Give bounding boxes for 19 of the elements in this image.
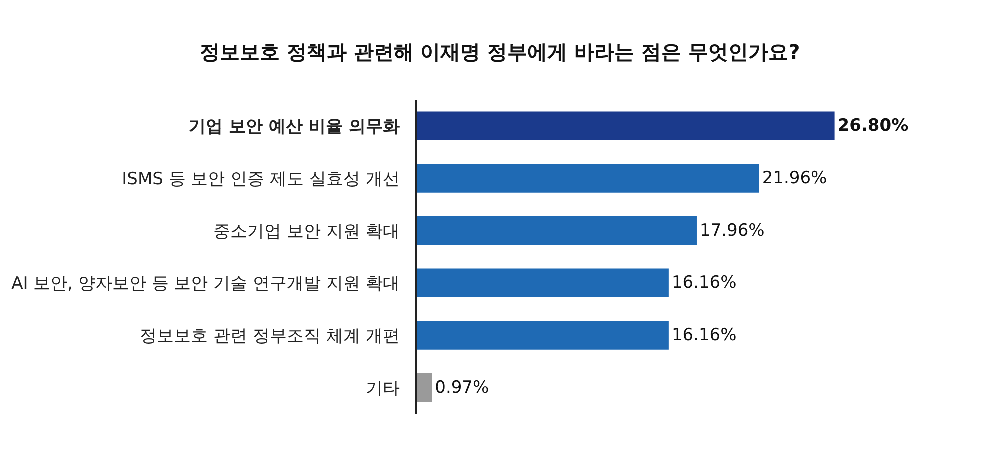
data-label: 21.96%: [762, 168, 828, 188]
bar: [417, 112, 835, 141]
y-tick-label: 중소기업 보안 지원 확대: [214, 222, 400, 242]
bar: [417, 164, 760, 193]
y-tick-label: 기업 보안 예산 비율 의무화: [189, 117, 400, 138]
data-label: 17.96%: [700, 220, 765, 241]
y-tick-label: 정보보호 관련 정부조직 체계 개편: [140, 326, 400, 346]
data-label: 0.97%: [435, 378, 490, 398]
data-label: 26.80%: [838, 116, 909, 136]
bar: [417, 268, 669, 298]
chart-title: 정보보호 정책과 관련해 이재명 정부에게 바라는 점은 무엇인가요?: [200, 40, 800, 64]
data-label: 16.16%: [672, 326, 737, 346]
y-tick-label: ISMS 등 보안 인증 제도 실효성 개선: [122, 169, 400, 190]
data-label: 16.16%: [672, 273, 737, 294]
y-tick-label: 기타: [366, 378, 400, 399]
y-tick-label: AI 보안, 양자보안 등 보안 기술 연구개발 지원 확대: [12, 274, 400, 294]
bar: [417, 216, 697, 246]
bar: [417, 373, 432, 402]
bar: [417, 321, 669, 350]
